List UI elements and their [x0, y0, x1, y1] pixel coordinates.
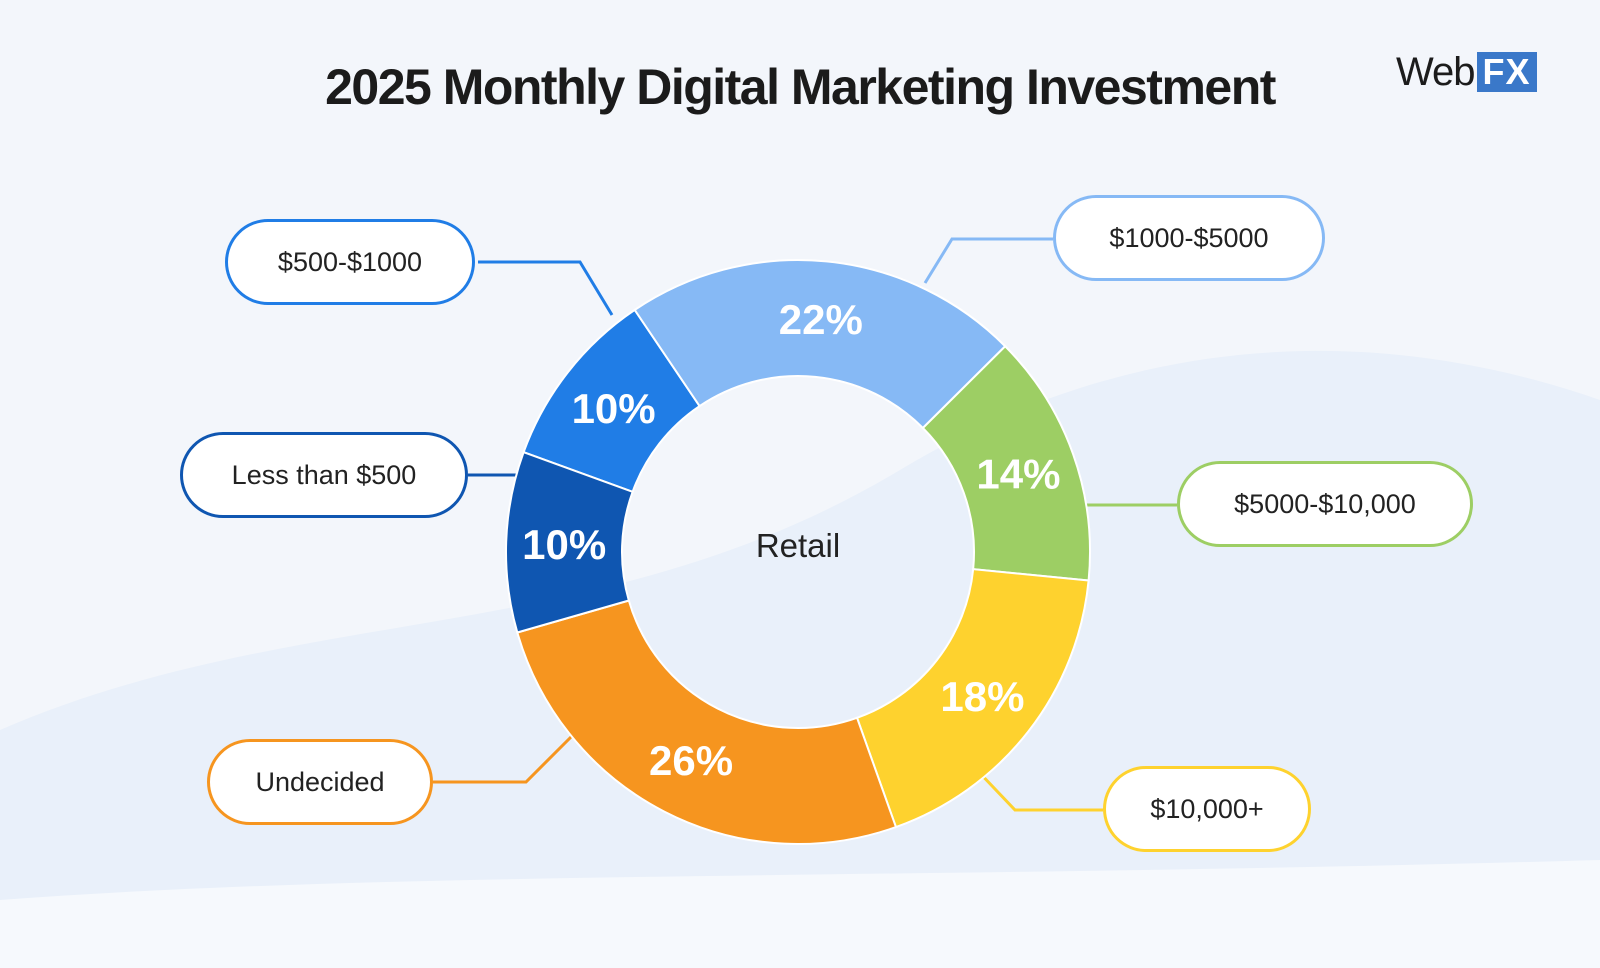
- percent-label-500-1000: 10%: [572, 385, 656, 432]
- chart-title: 2025 Monthly Digital Marketing Investmen…: [325, 59, 1276, 115]
- legend-pill-5000-10-000: $5000-$10,000: [1177, 461, 1473, 547]
- legend-pill-10-000: $10,000+: [1103, 766, 1311, 852]
- legend-pill-1000-5000: $1000-$5000: [1053, 195, 1325, 281]
- logo-badge: FX: [1476, 52, 1537, 92]
- slice-10-000: [855, 568, 1090, 829]
- leader-line-1000-5000: [923, 237, 1053, 284]
- legend-pill-undecided: Undecided: [207, 739, 433, 825]
- logo-text: Web: [1396, 50, 1476, 94]
- leader-line-undecided: [433, 734, 574, 784]
- webfx-logo: Web FX: [1396, 50, 1537, 94]
- percent-label-5000-10-000: 14%: [976, 451, 1060, 498]
- percent-label-1000-5000: 22%: [779, 296, 863, 343]
- slice-1000-5000: [633, 259, 1007, 430]
- legend-pill-less-than-500: Less than $500: [180, 432, 468, 518]
- percent-labels: 10% 22% 14% 18% 26% 10%: [522, 296, 1060, 784]
- leader-lines: [433, 237, 1177, 812]
- donut-slices: [505, 259, 1091, 845]
- legend-pill-500-1000: $500-$1000: [225, 219, 475, 305]
- leader-line-10-000: [973, 766, 1103, 812]
- percent-label-less-than-500: 10%: [522, 521, 606, 568]
- slice-less-than-500: [505, 450, 634, 634]
- slice-undecided: [516, 599, 898, 845]
- percent-label-10-000: 18%: [940, 673, 1024, 720]
- percent-label-undecided: 26%: [649, 737, 733, 784]
- leader-line-500-1000: [478, 260, 614, 316]
- center-label: Retail: [756, 527, 840, 564]
